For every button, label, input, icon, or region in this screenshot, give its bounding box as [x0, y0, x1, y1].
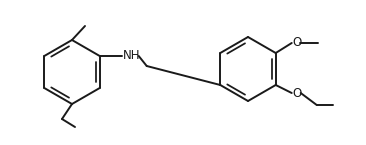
Text: O: O	[293, 87, 302, 100]
Text: NH: NH	[123, 49, 140, 62]
Text: O: O	[293, 36, 302, 49]
